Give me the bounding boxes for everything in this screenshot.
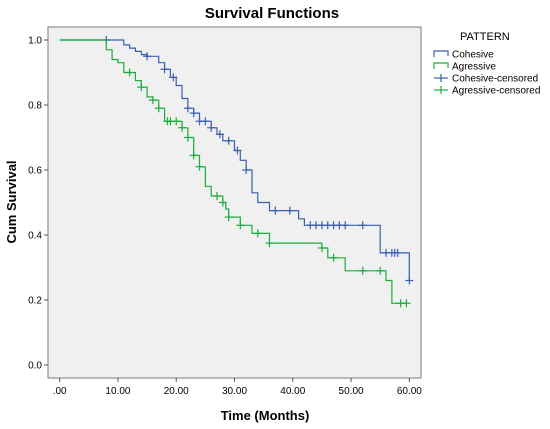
legend-label: Agressive-censored [452, 86, 540, 97]
cohesive-censored-mark [285, 206, 294, 215]
cohesive-censored-mark [215, 130, 224, 139]
x-tick-label: 60.00 [397, 386, 422, 397]
agressive-censored-mark [224, 213, 233, 222]
x-tick-label: 50.00 [339, 386, 364, 397]
y-tick-label: 0.6 [28, 166, 42, 177]
agressive-censored-mark [236, 221, 245, 230]
legend-label: Agressive [452, 62, 496, 73]
agressive-censored-mark [329, 253, 338, 262]
cohesive-censored-mark [405, 276, 414, 285]
agressive-censored-mark [172, 117, 181, 126]
cohesive-censored-mark [201, 117, 210, 126]
plot-area [47, 26, 422, 379]
x-tick-label: .00 [53, 386, 67, 397]
x-axis-label: Time (Months) [221, 408, 310, 423]
legend-title: PATTERN [460, 31, 510, 43]
cohesive-censored-mark [358, 221, 367, 230]
agressive-censored-mark [253, 229, 262, 238]
legend-label: Cohesive-censored [452, 74, 538, 85]
y-tick-label: 1.0 [28, 36, 42, 47]
agressive-censored-mark [137, 83, 146, 92]
agressive-censored-mark [317, 244, 326, 252]
legend-entry: Agressive [433, 62, 496, 73]
legend-step-icon [433, 50, 449, 57]
x-tick-label: 40.00 [280, 386, 305, 397]
cohesive-censored-mark [393, 248, 402, 257]
legend-entry: Agressive-censored [434, 86, 540, 97]
cohesive-censored-mark [207, 123, 216, 132]
y-tick-label: 0.8 [28, 101, 42, 112]
x-tick-label: 30.00 [222, 386, 247, 397]
y-tick-label: 0.2 [28, 296, 42, 307]
agressive-censored-mark [358, 266, 367, 275]
cohesive-censored-mark [242, 166, 251, 174]
cohesive-censored-mark [189, 109, 198, 118]
agressive-censored-mark [178, 123, 187, 132]
agressive-censored-mark [213, 192, 222, 200]
cohesive-censored-mark [233, 146, 242, 155]
agressive-censored-mark [154, 104, 163, 113]
legend-label: Cohesive [452, 50, 494, 61]
agressive-censored-mark [218, 198, 227, 207]
cohesive-censored-mark [341, 221, 350, 230]
legend: PATTERN CohesiveAgressiveCohesive-censor… [433, 31, 540, 97]
cohesive-censored-mark [143, 52, 152, 61]
cohesive-censored-mark [224, 136, 233, 145]
chart-title: Survival Functions [205, 5, 339, 22]
cohesive-censored-mark [271, 206, 280, 215]
legend-entry: Cohesive [433, 50, 494, 61]
x-tick-label: 20.00 [164, 386, 189, 397]
agressive-censored-mark [265, 239, 274, 248]
y-tick-label: 0.0 [28, 361, 42, 372]
agressive-censored-mark [148, 96, 157, 105]
agressive-censored-mark [402, 299, 411, 308]
legend-step-icon [433, 62, 449, 69]
y-tick-label: 0.4 [28, 231, 42, 242]
series-layer [59, 36, 414, 308]
agressive-censored-mark [195, 162, 204, 171]
agressive-censored-mark [183, 133, 192, 142]
x-axis: .00 10.00 20.00 30.00 40.00 50.00 60.00 [53, 378, 422, 397]
agressive-censored-mark [189, 151, 198, 160]
agressive-censored-mark [125, 68, 134, 77]
x-tick-label: 10.00 [105, 386, 130, 397]
agressive-censored-mark [376, 266, 385, 275]
y-axis: 0.0 0.2 0.4 0.6 0.8 1.0 [28, 36, 48, 372]
cohesive-censored-mark [169, 73, 178, 82]
cohesive-censored-mark [183, 104, 192, 113]
legend-entry: Cohesive-censored [434, 74, 538, 85]
cohesive-censored-mark [160, 65, 169, 74]
y-axis-label: Cum Survival [4, 160, 19, 243]
